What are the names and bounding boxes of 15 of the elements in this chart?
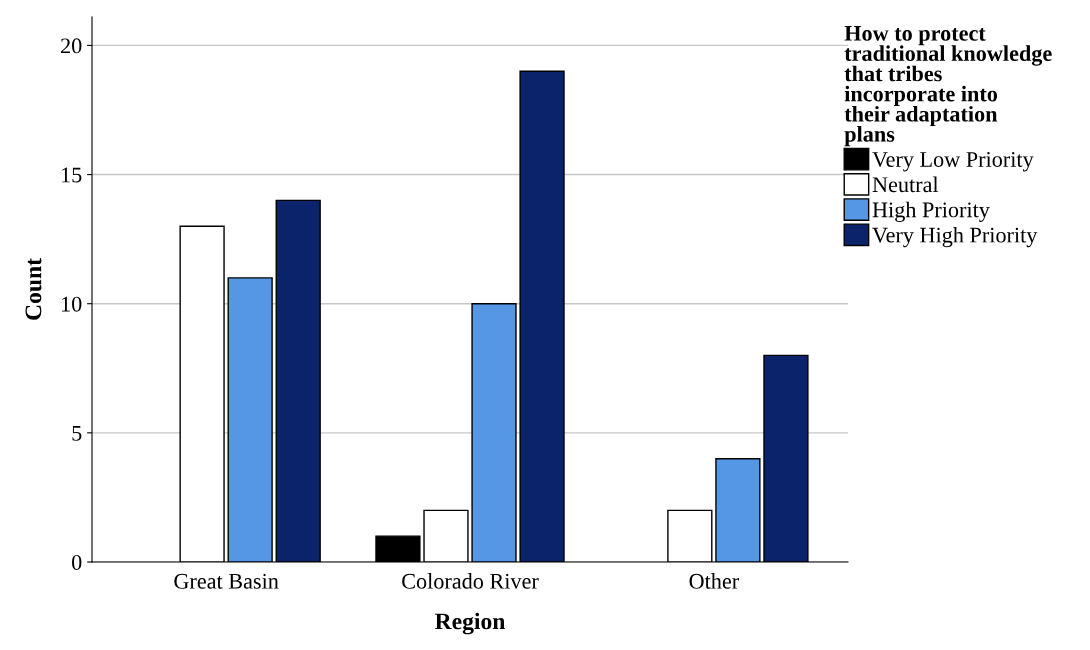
y-tick-label: 10 <box>62 296 82 312</box>
y-tick-label: 15 <box>62 167 82 183</box>
x-tick-label: Colorado River <box>402 573 539 589</box>
x-axis-title: Region <box>434 612 506 635</box>
legend-title: How to protect traditional knowledge that tribes incorporate into their adaptation plans <box>844 26 1052 147</box>
x-tick-label: Other <box>689 573 739 589</box>
y-axis-title: Count <box>25 258 42 320</box>
y-tick-label: 20 <box>61 38 82 54</box>
y-tick-label: 5 <box>72 426 82 441</box>
y-tick-label: 0 <box>72 554 82 570</box>
legend-label: Neutral <box>872 176 939 193</box>
legend-label: Very Low Priority <box>872 151 1034 172</box>
legend-label: High Priority <box>872 201 990 222</box>
x-tick-label: Great Basin <box>174 573 279 589</box>
legend-label: Very High Priority <box>872 226 1038 248</box>
